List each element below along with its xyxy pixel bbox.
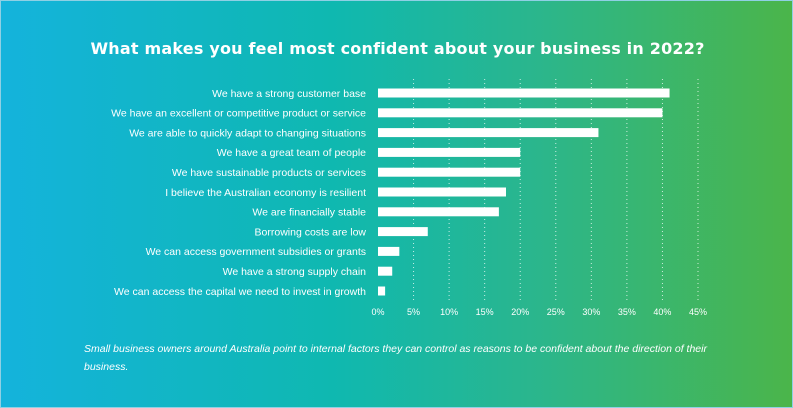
x-axis-ticks: 0% 5% 10% 15% 20% 25% 30% 35% 40% 45% <box>371 307 707 317</box>
category-label: We have a strong customer base <box>212 88 366 100</box>
category-label: We have sustainable products or services <box>172 167 366 179</box>
bar <box>378 187 506 197</box>
category-label: We are able to quickly adapt to changing… <box>129 127 366 139</box>
chart-title: What makes you feel most confident about… <box>90 39 705 58</box>
x-tick-label: 40% <box>653 307 671 317</box>
category-labels: We have a strong customer base We have an… <box>111 88 366 298</box>
bar <box>378 227 428 237</box>
bar <box>378 246 400 256</box>
x-tick-label: 20% <box>511 307 529 317</box>
bar <box>378 207 499 217</box>
x-tick-label: 25% <box>547 307 565 317</box>
x-tick-label: 45% <box>689 307 707 317</box>
x-tick-label: 15% <box>476 307 494 317</box>
category-label: We can access government subsidies or gr… <box>146 246 366 258</box>
bar <box>378 128 599 138</box>
category-label: We have a strong supply chain <box>223 266 367 278</box>
category-label: We are financially stable <box>252 207 366 219</box>
bar <box>378 88 670 98</box>
category-label: We have a great team of people <box>217 147 366 159</box>
bar <box>378 147 521 157</box>
x-tick-label: 0% <box>371 307 384 317</box>
x-tick-label: 30% <box>582 307 600 317</box>
bar <box>378 266 393 276</box>
x-tick-label: 10% <box>440 307 458 317</box>
category-label: We have an excellent or competitive prod… <box>111 108 366 120</box>
category-label: We can access the capital we need to inv… <box>114 286 366 298</box>
x-tick-label: 5% <box>407 307 420 317</box>
x-tick-label: 35% <box>618 307 636 317</box>
bar <box>378 108 663 118</box>
bars <box>378 88 670 296</box>
category-label: I believe the Australian economy is resi… <box>165 187 366 199</box>
chart-caption: Small business owners around Australia p… <box>84 343 707 373</box>
bar <box>378 167 521 177</box>
bar <box>378 286 386 296</box>
category-label: Borrowing costs are low <box>255 226 367 238</box>
bar-chart: We have a strong customer base We have an… <box>111 79 707 317</box>
